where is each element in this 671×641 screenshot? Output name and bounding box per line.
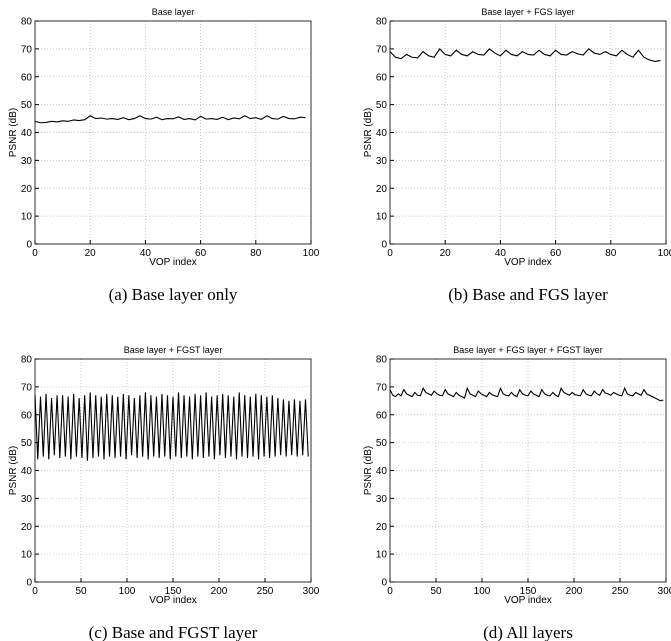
x-axis-label: VOP index [149, 257, 197, 268]
x-tick-label: 100 [658, 248, 671, 259]
y-tick-label: 0 [381, 578, 387, 589]
y-tick-label: 60 [21, 72, 33, 83]
y-tick-label: 40 [376, 466, 388, 477]
caption: (b) Base and FGS layer [448, 285, 608, 304]
x-tick-label: 250 [612, 586, 629, 597]
y-tick-label: 80 [21, 17, 33, 28]
data-line [389, 386, 664, 402]
y-tick-label: 50 [376, 438, 388, 449]
chart-title: Base layer + FGS layer [481, 7, 574, 17]
y-tick-label: 30 [21, 494, 33, 505]
y-tick-label: 20 [21, 184, 33, 195]
panel: 0 10 20 30 40 50 60 70 80 0 50 100 150 200 250 300 Base … [363, 345, 671, 641]
x-tick-label: 40 [140, 248, 152, 259]
x-tick-label: 80 [605, 248, 617, 259]
y-axis-label: PSNR (dB) [8, 446, 19, 495]
caption: (a) Base layer only [109, 285, 238, 304]
x-tick-label: 60 [550, 248, 562, 259]
y-tick-label: 70 [376, 44, 388, 55]
y-tick-label: 40 [21, 128, 33, 139]
y-tick-label: 80 [376, 355, 388, 366]
panel: 0 10 20 30 40 50 60 70 80 0 50 100 150 200 250 300 Base … [8, 345, 320, 641]
y-tick-label: 30 [21, 156, 33, 167]
x-tick-label: 0 [32, 248, 38, 259]
y-tick-label: 10 [376, 550, 388, 561]
x-tick-label: 200 [566, 586, 583, 597]
caption: (d) All layers [483, 623, 573, 641]
x-tick-label: 80 [250, 248, 262, 259]
x-tick-label: 40 [495, 248, 507, 259]
y-tick-label: 0 [26, 578, 32, 589]
y-tick-label: 60 [21, 410, 33, 421]
caption: (c) Base and FGST layer [89, 623, 258, 641]
y-tick-label: 60 [376, 72, 388, 83]
x-tick-label: 20 [440, 248, 452, 259]
y-tick-label: 50 [21, 438, 33, 449]
y-axis-label: PSNR (dB) [363, 446, 374, 495]
chart-title: Base layer + FGST layer [124, 345, 223, 355]
x-tick-label: 200 [211, 586, 228, 597]
x-tick-label: 0 [387, 586, 393, 597]
plot-frame [34, 358, 312, 583]
y-tick-label: 70 [376, 382, 388, 393]
y-tick-label: 80 [376, 17, 388, 28]
plot-frame [389, 358, 667, 583]
x-tick-label: 100 [303, 248, 320, 259]
x-tick-label: 300 [303, 586, 320, 597]
x-tick-label: 50 [75, 586, 87, 597]
x-tick-label: 150 [520, 586, 537, 597]
y-tick-label: 40 [21, 466, 33, 477]
y-tick-label: 20 [376, 522, 388, 533]
x-tick-label: 250 [257, 586, 274, 597]
panel: 0 10 20 30 40 50 60 70 80 0 20 40 60 80 100 Base layer … [363, 7, 671, 304]
x-tick-label: 60 [195, 248, 207, 259]
y-tick-label: 10 [21, 550, 33, 561]
x-tick-label: 300 [658, 586, 671, 597]
plot-frame [389, 20, 667, 245]
data-line [34, 115, 306, 124]
data-line [389, 48, 661, 62]
x-tick-label: 0 [32, 586, 38, 597]
x-axis-label: VOP index [504, 257, 552, 268]
y-tick-label: 30 [376, 494, 388, 505]
x-tick-label: 100 [474, 586, 491, 597]
chart-title: Base layer + FGS layer + FGST layer [453, 345, 602, 355]
y-tick-label: 70 [21, 44, 33, 55]
x-axis-label: VOP index [504, 595, 552, 606]
y-tick-label: 80 [21, 355, 33, 366]
y-tick-label: 10 [376, 212, 388, 223]
y-tick-label: 10 [21, 212, 33, 223]
x-tick-label: 100 [119, 586, 136, 597]
x-tick-label: 0 [387, 248, 393, 259]
y-tick-label: 0 [381, 240, 387, 251]
x-tick-label: 150 [165, 586, 182, 597]
y-axis-label: PSNR (dB) [8, 108, 19, 157]
panel: 0 10 20 30 40 50 60 70 80 0 20 40 60 80 100 Base layer V… [8, 7, 320, 304]
y-tick-label: 60 [376, 410, 388, 421]
y-tick-label: 20 [376, 184, 388, 195]
y-tick-label: 20 [21, 522, 33, 533]
data-line [34, 392, 309, 461]
y-tick-label: 40 [376, 128, 388, 139]
y-tick-label: 30 [376, 156, 388, 167]
y-tick-label: 50 [376, 100, 388, 111]
y-tick-label: 70 [21, 382, 33, 393]
y-axis-label: PSNR (dB) [363, 108, 374, 157]
x-tick-label: 20 [85, 248, 97, 259]
y-tick-label: 50 [21, 100, 33, 111]
y-tick-label: 0 [26, 240, 32, 251]
x-tick-label: 50 [430, 586, 442, 597]
plot-frame [34, 20, 312, 245]
x-axis-label: VOP index [149, 595, 197, 606]
chart-title: Base layer [152, 7, 195, 17]
